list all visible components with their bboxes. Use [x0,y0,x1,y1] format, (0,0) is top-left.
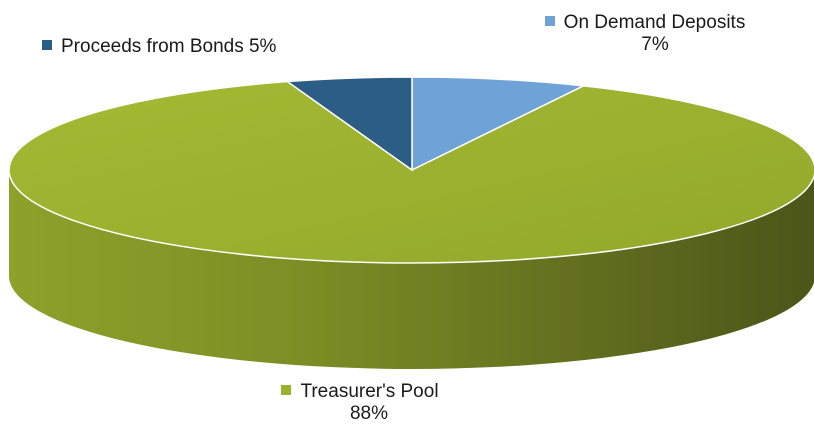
bonds-label: Proceeds from Bonds 5% [61,36,277,57]
pie-side-wall-shape [9,170,814,369]
legend-deposits: On Demand Deposits 7% [505,12,785,56]
pool-label: Treasurer's Pool [300,381,439,402]
pie-slice-treasurer-s-pool [8,80,814,264]
pie-top-face [8,76,814,264]
deposits-percent: 7% [641,34,669,55]
deposits-label: On Demand Deposits [563,12,746,33]
bonds-swatch [42,40,52,50]
deposits-swatch [544,16,555,26]
pie-slice-proceeds-from-bonds [285,76,413,172]
pool-percent: 88% [349,403,389,424]
pool-swatch [281,385,292,395]
pie-slice-on-demand-deposits [411,76,587,172]
legend-pool: Treasurer's Pool 88% [235,381,485,425]
pie-side-wall [9,170,814,369]
legend-bonds: Proceeds from Bonds 5% [42,36,276,58]
